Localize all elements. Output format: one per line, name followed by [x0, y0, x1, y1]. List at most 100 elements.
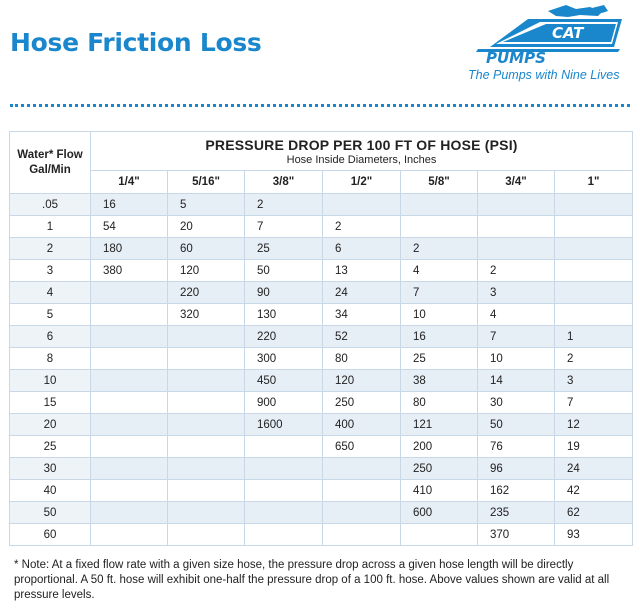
pressure-drop-cell — [553, 259, 634, 282]
pressure-drop-cell — [167, 325, 245, 348]
pressure-drop-cell — [167, 479, 245, 502]
pressure-drop-cell: 7 — [244, 215, 323, 238]
diameter-header: 1" — [553, 170, 634, 194]
diameter-header: 1/4" — [90, 170, 168, 194]
dotted-divider — [10, 104, 630, 107]
flow-value: .05 — [9, 193, 91, 216]
pressure-drop-cell — [90, 391, 168, 414]
pressure-drop-subtitle: Hose Inside Diameters, Inches — [286, 153, 437, 166]
pressure-drop-cell: 900 — [244, 391, 323, 414]
pressure-drop-cell — [167, 501, 245, 524]
table-row: 6 220 52 16 7 1 — [9, 325, 634, 348]
pressure-drop-cell: 4 — [400, 259, 478, 282]
table-row: .05 16 5 2 — [9, 193, 634, 216]
pressure-drop-cell: 220 — [167, 281, 245, 304]
pressure-drop-cell — [90, 413, 168, 436]
flow-value: 50 — [9, 501, 91, 524]
diameter-header: 1/2" — [322, 170, 401, 194]
pressure-drop-cell: 450 — [244, 369, 323, 392]
table-row: 10 450 120 38 14 3 — [9, 369, 634, 392]
pressure-drop-cell — [167, 435, 245, 458]
pressure-drop-cell: 14 — [477, 369, 555, 392]
pressure-drop-cell — [90, 325, 168, 348]
pressure-drop-cell: 180 — [90, 237, 168, 260]
pressure-drop-cell — [244, 435, 323, 458]
pressure-drop-cell: 12 — [553, 413, 634, 436]
pressure-drop-cell: 25 — [244, 237, 323, 260]
flow-value: 4 — [9, 281, 91, 304]
pressure-drop-cell: 370 — [477, 523, 555, 546]
table-row: 1 54 20 7 2 — [9, 215, 634, 238]
pressure-drop-cell: 410 — [400, 479, 478, 502]
pressure-drop-cell — [90, 281, 168, 304]
pressure-drop-cell — [322, 501, 401, 524]
friction-loss-table: Water* Flow Gal/Min PRESSURE DROP PER 10… — [9, 131, 634, 546]
pressure-drop-cell: 50 — [244, 259, 323, 282]
cat-pumps-logo: CAT PUMPS — [476, 5, 622, 67]
pressure-drop-cell: 80 — [400, 391, 478, 414]
pressure-drop-cell — [90, 369, 168, 392]
pressure-drop-cell: 16 — [400, 325, 478, 348]
svg-text:PUMPS: PUMPS — [486, 49, 546, 67]
pressure-drop-cell: 400 — [322, 413, 401, 436]
pressure-drop-cell — [322, 523, 401, 546]
pressure-drop-cell: 380 — [90, 259, 168, 282]
pressure-drop-cell: 62 — [553, 501, 634, 524]
pressure-drop-cell — [477, 237, 555, 260]
table-row: 15 900 250 80 30 7 — [9, 391, 634, 414]
pressure-drop-cell: 121 — [400, 413, 478, 436]
pressure-drop-cell: 25 — [400, 347, 478, 370]
table-row: 5 320 130 34 10 4 — [9, 303, 634, 326]
pressure-drop-cell: 1600 — [244, 413, 323, 436]
flow-value: 40 — [9, 479, 91, 502]
pressure-drop-cell: 3 — [477, 281, 555, 304]
pressure-drop-cell: 300 — [244, 347, 323, 370]
table-row: 50 600 235 62 — [9, 501, 634, 524]
pressure-drop-cell: 38 — [400, 369, 478, 392]
pressure-drop-cell: 600 — [400, 501, 478, 524]
pressure-drop-cell: 650 — [322, 435, 401, 458]
pressure-drop-cell: 76 — [477, 435, 555, 458]
pressure-drop-cell — [553, 303, 634, 326]
pressure-drop-cell: 2 — [477, 259, 555, 282]
pressure-drop-cell: 2 — [322, 215, 401, 238]
pressure-drop-cell: 80 — [322, 347, 401, 370]
flow-header-line1: Water* Flow — [17, 148, 83, 161]
pressure-drop-cell: 2 — [553, 347, 634, 370]
pressure-drop-cell: 50 — [477, 413, 555, 436]
pressure-drop-cell: 250 — [322, 391, 401, 414]
pressure-drop-cell: 7 — [400, 281, 478, 304]
pressure-drop-cell — [322, 479, 401, 502]
table-row: 60 370 93 — [9, 523, 634, 546]
pressure-drop-header: PRESSURE DROP PER 100 FT OF HOSE (PSI) H… — [89, 131, 634, 171]
diameter-header: 5/8" — [400, 170, 478, 194]
pressure-drop-cell — [553, 281, 634, 304]
flow-value: 30 — [9, 457, 91, 480]
pressure-drop-cell — [90, 457, 168, 480]
diameter-header: 3/4" — [477, 170, 555, 194]
flow-value: 20 — [9, 413, 91, 436]
pressure-drop-cell: 250 — [400, 457, 478, 480]
pressure-drop-cell — [167, 413, 245, 436]
pressure-drop-cell: 320 — [167, 303, 245, 326]
pressure-drop-cell — [167, 391, 245, 414]
pressure-drop-cell — [477, 193, 555, 216]
pressure-drop-cell: 90 — [244, 281, 323, 304]
pressure-drop-cell — [90, 435, 168, 458]
table-row: 25 650 200 76 19 — [9, 435, 634, 458]
flow-header-line2: Gal/Min — [29, 163, 71, 176]
table-row: 40 410 162 42 — [9, 479, 634, 502]
pressure-drop-cell — [167, 347, 245, 370]
pressure-drop-cell: 2 — [244, 193, 323, 216]
table-row: 3 380 120 50 13 4 2 — [9, 259, 634, 282]
pressure-drop-cell: 6 — [322, 237, 401, 260]
pressure-drop-cell: 3 — [553, 369, 634, 392]
flow-value: 8 — [9, 347, 91, 370]
flow-value: 3 — [9, 259, 91, 282]
pressure-drop-cell: 162 — [477, 479, 555, 502]
pressure-drop-cell — [244, 523, 323, 546]
pressure-drop-cell: 10 — [400, 303, 478, 326]
table-row: 20 1600 400 121 50 12 — [9, 413, 634, 436]
diameter-header: 3/8" — [244, 170, 323, 194]
pressure-drop-cell — [400, 215, 478, 238]
